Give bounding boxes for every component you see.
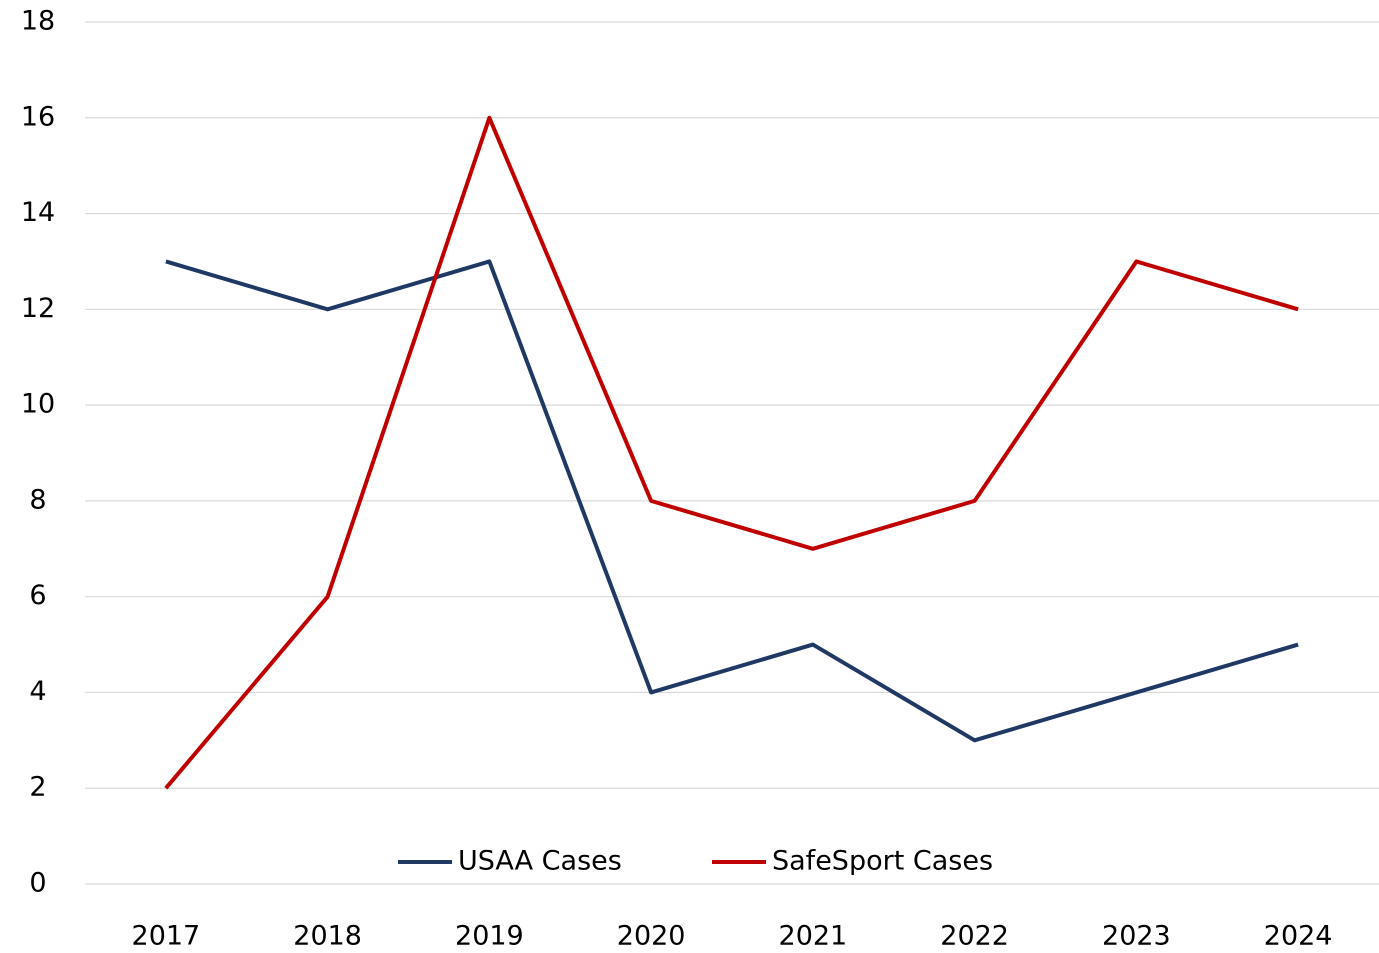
y-tick-label: 2: [29, 772, 46, 803]
y-tick-label: 14: [21, 197, 55, 228]
y-tick-label: 4: [29, 676, 46, 707]
x-tick-label: 2021: [779, 921, 848, 952]
legend-label: USAA Cases: [458, 846, 622, 877]
x-tick-label: 2018: [293, 921, 362, 952]
y-tick-label: 8: [29, 484, 46, 515]
y-tick-label: 12: [21, 293, 55, 324]
x-tick-label: 2024: [1264, 921, 1333, 952]
series-line: [164, 115, 1299, 790]
x-tick-label: 2022: [940, 921, 1009, 952]
x-tick-label: 2019: [455, 921, 524, 952]
x-tick-label: 2023: [1102, 921, 1171, 952]
y-tick-label: 6: [29, 580, 46, 611]
y-tick-label: 16: [21, 101, 55, 132]
y-tick-label: 18: [21, 6, 55, 37]
series-line: [165, 259, 1299, 743]
y-tick-label: 10: [21, 389, 55, 420]
y-tick-label: 0: [29, 868, 46, 899]
x-tick-label: 2020: [617, 921, 686, 952]
legend-label: SafeSport Cases: [772, 846, 993, 877]
x-tick-label: 2017: [132, 921, 201, 952]
